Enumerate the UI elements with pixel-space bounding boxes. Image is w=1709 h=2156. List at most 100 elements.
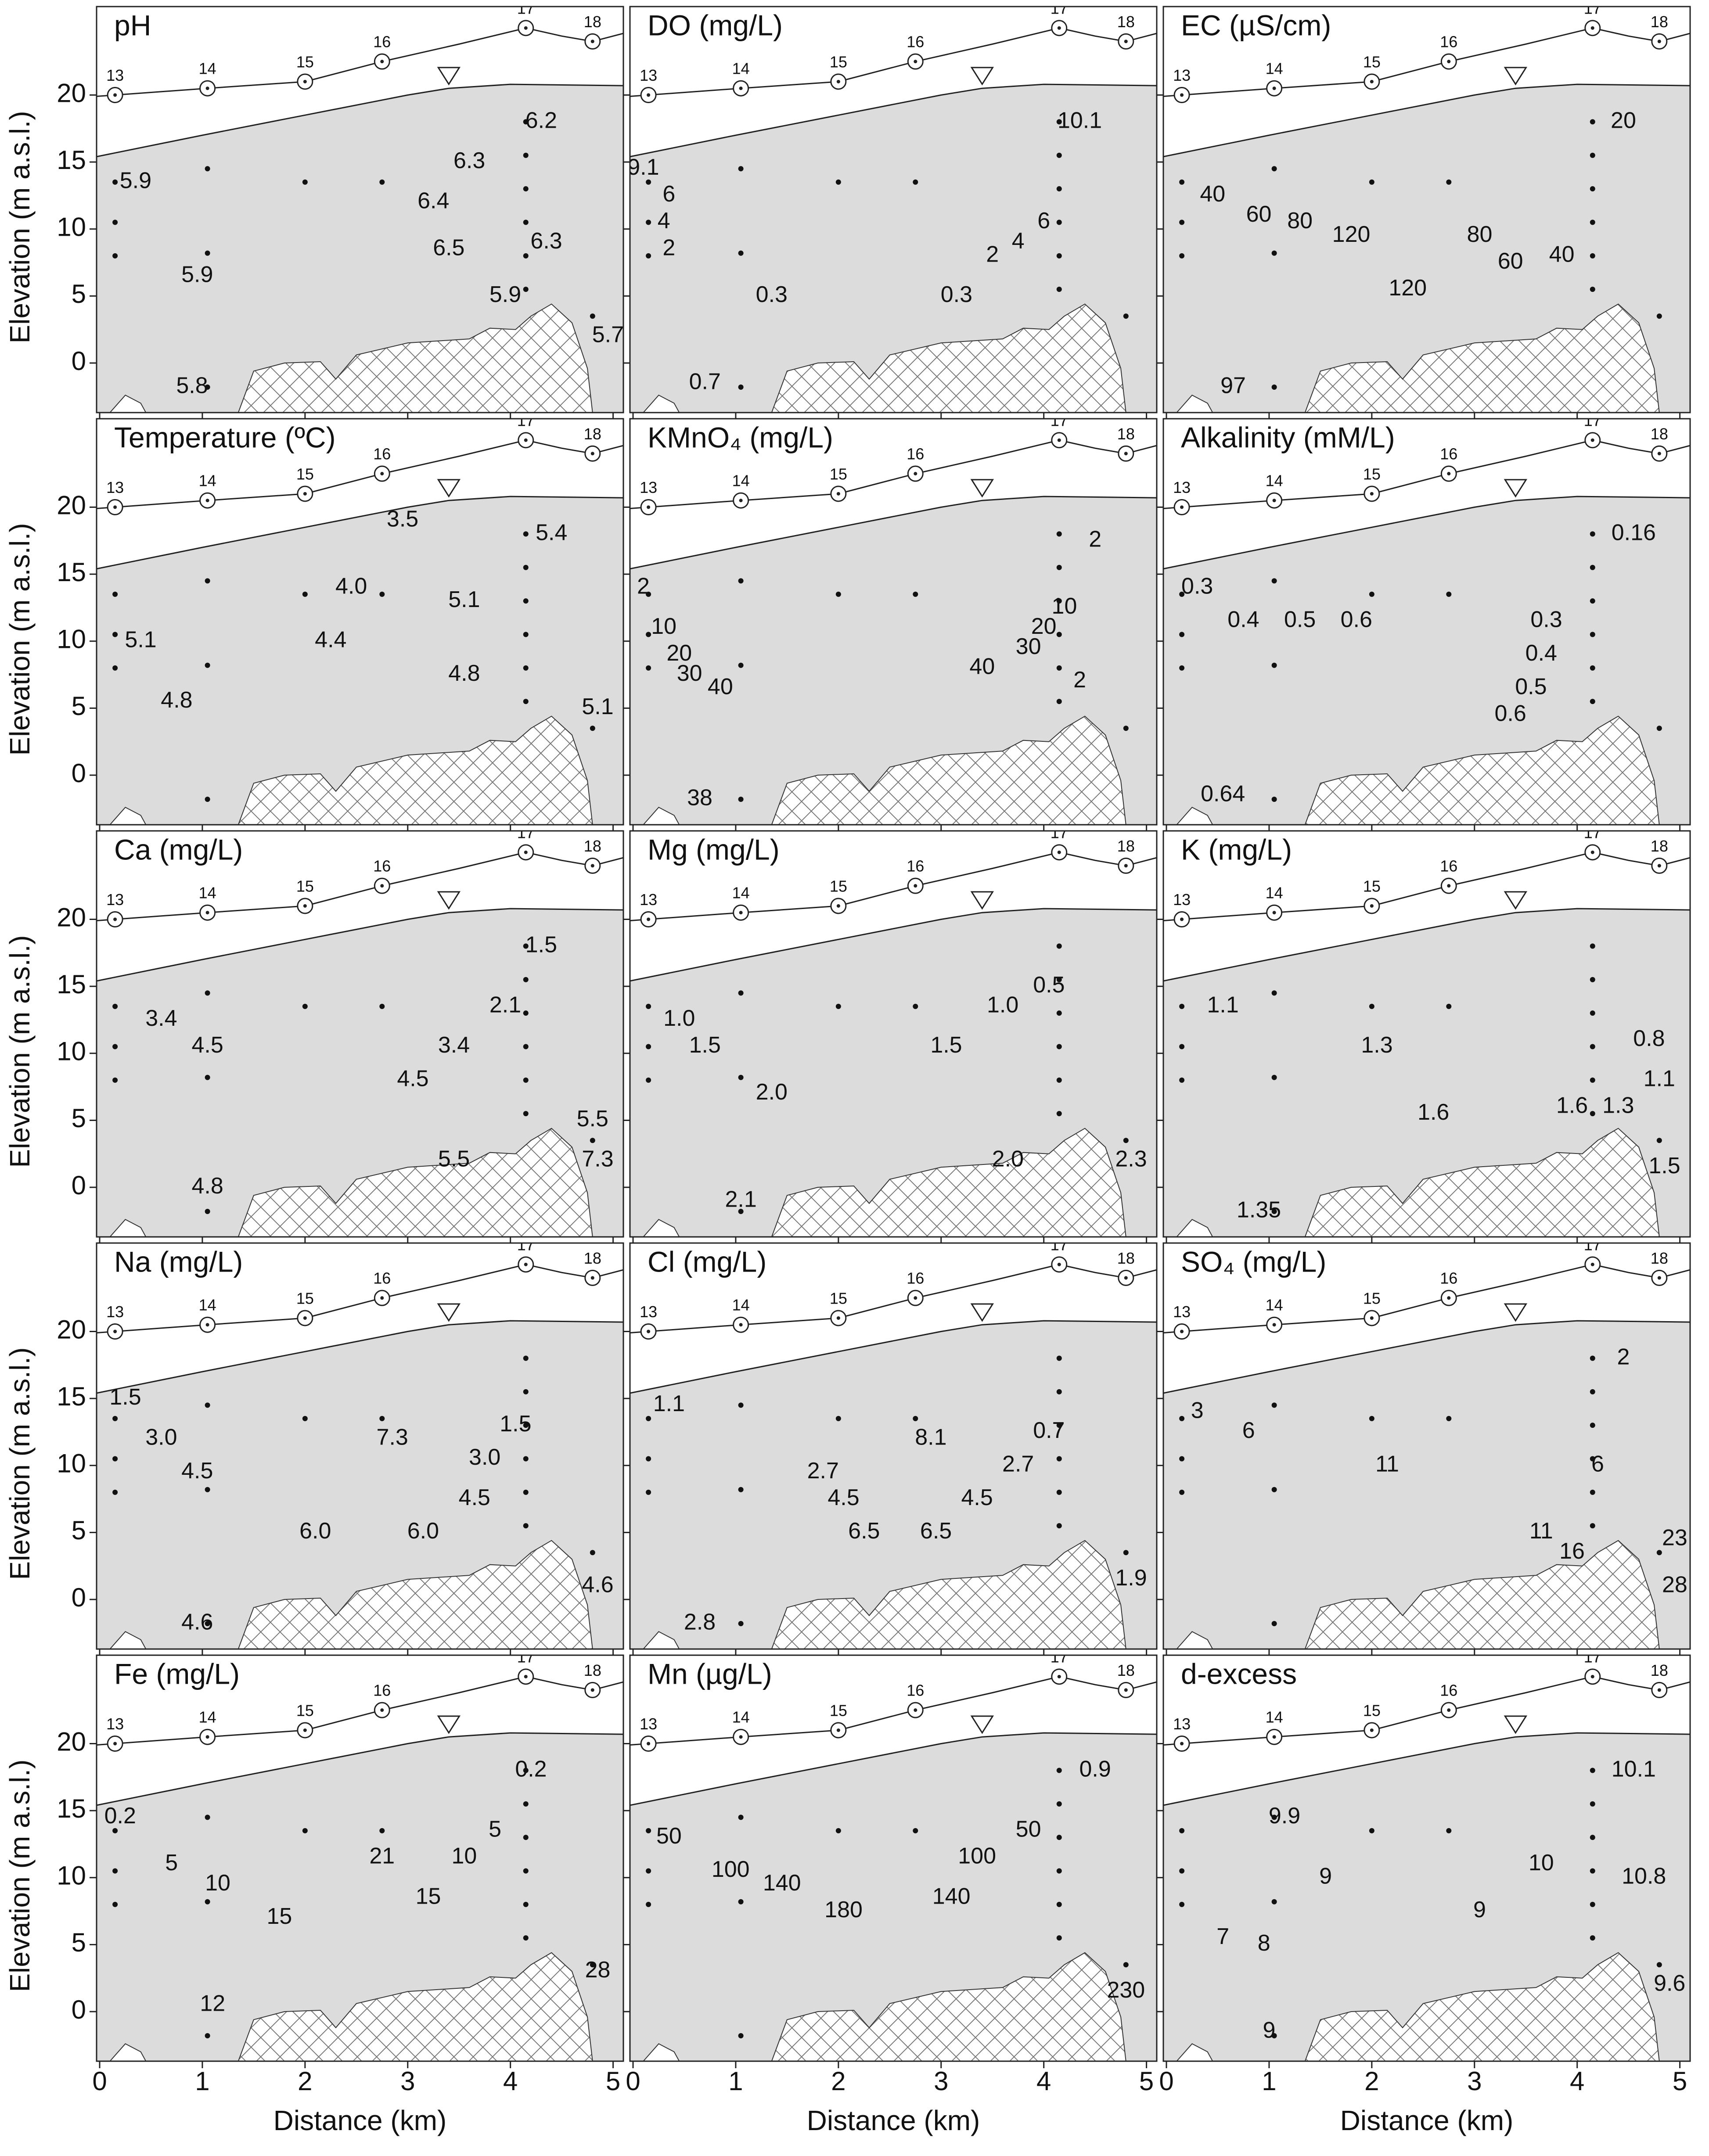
sample-point xyxy=(523,1355,529,1361)
sample-point xyxy=(738,796,744,802)
panel-body: 13 14 15 16 17 18 10.1 9.9 9 10 10.8 9 7 8 9.6 9 xyxy=(1163,1655,1690,2061)
well-line xyxy=(630,1264,1157,1333)
sample-point xyxy=(1179,1077,1185,1083)
well-label: 15 xyxy=(830,1289,847,1307)
contour-label: 11 xyxy=(1529,1518,1553,1544)
well-label: 16 xyxy=(1440,857,1457,875)
contour-label: 5.5 xyxy=(577,1106,608,1132)
panel: 13 14 15 16 17 18 1.1 0.8 1.1 1.3 1.6 1.6 1.3 1.5 1.35… xyxy=(1156,830,1691,1244)
panel: 13 14 15 16 17 18 1.5 3.4 4.5 4.5 3.4 2.1 5.5 5.5 7.3 4… xyxy=(4,830,624,1244)
well-label: 14 xyxy=(199,60,216,78)
sample-point xyxy=(913,1003,918,1009)
bedrock-bump xyxy=(643,807,680,825)
well-dot xyxy=(1657,1276,1661,1280)
sample-point xyxy=(112,219,118,225)
well-dot xyxy=(113,917,117,921)
ground-surface xyxy=(97,1320,623,1394)
well-label: 17 xyxy=(517,1648,535,1666)
y-tick-label: 15 xyxy=(57,1794,86,1823)
well-label: 17 xyxy=(1584,411,1601,429)
contour-label: 30 xyxy=(677,661,702,686)
sample-point xyxy=(1056,1835,1062,1840)
well-line xyxy=(1163,1264,1690,1333)
contour-label: 4.5 xyxy=(191,1032,223,1058)
well-label: 13 xyxy=(1173,891,1191,909)
contour-label: 6 xyxy=(662,181,675,207)
sample-point xyxy=(523,564,529,570)
contour-label: 20 xyxy=(1611,108,1636,133)
ground-surface xyxy=(97,908,623,982)
panel-title: d-excess xyxy=(1181,1657,1297,1690)
well-line xyxy=(630,439,1157,509)
well-label: 16 xyxy=(907,445,924,463)
sample-point xyxy=(1590,699,1595,704)
contour-label: 2 xyxy=(986,242,999,267)
sample-point xyxy=(646,179,651,185)
y-tick-label: 20 xyxy=(57,490,86,520)
well-dot xyxy=(524,26,528,30)
contour-label: 4.4 xyxy=(315,627,346,653)
sample-point xyxy=(738,1208,744,1214)
panel-title: SO₄ (mg/L) xyxy=(1181,1245,1326,1278)
ground-surface xyxy=(97,83,623,158)
contour-label: 6 xyxy=(1037,208,1050,234)
ground-surface xyxy=(1163,1320,1690,1394)
sample-point xyxy=(738,1815,744,1820)
ground-surface xyxy=(1163,908,1690,982)
panel-body: 13 14 15 16 17 18 0.2 0.2 5 10 15 21 15 10 5 28 12 xyxy=(97,1648,623,2061)
well-dot xyxy=(113,1742,117,1746)
well-label: 16 xyxy=(1440,1269,1457,1287)
panel: 13 14 151617180.51.01.52.01.51.02.02.12.3M… xyxy=(623,830,1158,1244)
panel-frame xyxy=(629,1242,1158,1650)
well-label: 15 xyxy=(1363,53,1381,71)
contour-label: 0.3 xyxy=(756,282,788,307)
well-label: 16 xyxy=(1440,1682,1457,1700)
sample-point xyxy=(1179,1868,1185,1874)
contour-label: 10 xyxy=(205,1870,230,1896)
well-label: 14 xyxy=(199,1296,216,1314)
sample-point xyxy=(1590,1044,1595,1049)
sample-point xyxy=(835,1828,841,1833)
sample-point xyxy=(1056,152,1062,158)
y-tick-label: 0 xyxy=(72,758,86,788)
sample-point xyxy=(205,662,210,668)
sample-point xyxy=(913,1828,918,1833)
sample-point xyxy=(523,977,529,982)
well-label: 15 xyxy=(1363,1289,1381,1307)
panel-title: Alkalinity (mM/L) xyxy=(1181,421,1395,453)
water-table xyxy=(970,1715,994,1734)
y-tick-label: 20 xyxy=(57,902,86,932)
sample-point xyxy=(1271,1402,1277,1408)
well-label: 13 xyxy=(106,66,124,84)
well-dot xyxy=(1124,1276,1128,1280)
sample-point xyxy=(1271,1208,1277,1214)
sample-point xyxy=(1446,591,1452,597)
well-dot xyxy=(524,850,528,854)
sample-point xyxy=(1590,943,1595,949)
well-dot xyxy=(739,1323,743,1327)
sample-point xyxy=(738,250,744,256)
well-dot xyxy=(914,1708,917,1712)
panel-title: Ca (mg/L) xyxy=(114,833,243,866)
sample-point xyxy=(112,1868,118,1874)
contour-label: 6.5 xyxy=(848,1518,880,1544)
y-tick-label: 20 xyxy=(57,78,86,108)
sample-point xyxy=(1179,1456,1185,1462)
well-dot xyxy=(303,1316,307,1320)
well-dot xyxy=(1180,1330,1184,1333)
x-tick-label: 1 xyxy=(1262,2066,1276,2096)
well-dot xyxy=(1447,1296,1451,1300)
well-dot xyxy=(590,40,594,43)
sample-point xyxy=(1179,1489,1185,1495)
well-label: 18 xyxy=(584,1661,601,1679)
bedrock-bump xyxy=(643,395,680,413)
sample-point xyxy=(379,1416,385,1421)
sample-point xyxy=(523,632,529,637)
contour-label: 100 xyxy=(712,1857,750,1882)
sample-point xyxy=(523,943,529,949)
well-dot xyxy=(1447,884,1451,888)
sample-point xyxy=(1271,250,1277,256)
sample-point xyxy=(1179,253,1185,259)
sample-point xyxy=(1590,287,1595,292)
x-tick-label: 1 xyxy=(728,2066,743,2096)
